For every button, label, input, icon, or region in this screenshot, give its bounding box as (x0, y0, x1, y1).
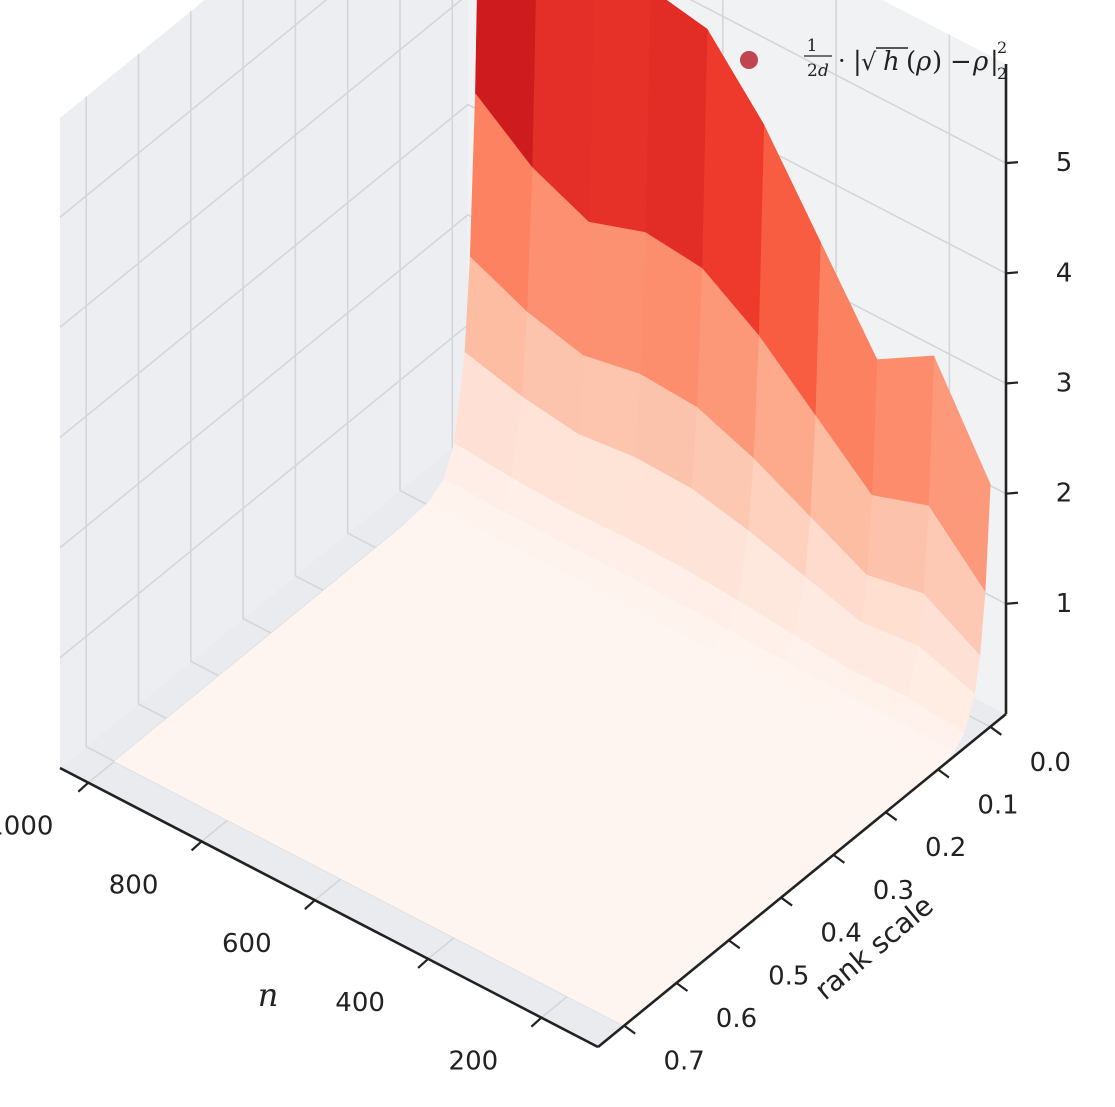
surface-cell (871, 355, 935, 507)
surface-cell (644, 0, 708, 269)
svg-text:1: 1 (807, 36, 818, 56)
n-tick-label: 800 (109, 870, 159, 900)
rank-tick-label: 0.3 (873, 876, 914, 906)
z-tick (1005, 161, 1019, 165)
n-tick (190, 840, 203, 852)
n-tick (304, 899, 316, 910)
svg-text:2: 2 (997, 64, 1007, 83)
n-tick (77, 781, 90, 793)
svg-text:|: | (990, 47, 999, 77)
svg-text:ρ: ρ (972, 47, 989, 77)
n-tick-label: 400 (335, 988, 385, 1018)
n-axis-label: n (258, 976, 279, 1014)
rank-tick-label: 0.6 (716, 1004, 757, 1034)
svg-text:−: − (950, 47, 972, 77)
rank-tick (885, 811, 898, 822)
svg-text:|: | (853, 47, 862, 77)
z-tick (1005, 491, 1019, 495)
rank-tick-label: 0.0 (1030, 748, 1071, 778)
n-tick-label: 200 (449, 1047, 499, 1077)
svg-text:h: h (883, 47, 900, 77)
rank-tick-label: 0.5 (768, 961, 809, 991)
surface (113, 0, 991, 1027)
grid-line-z (59, 0, 1007, 218)
rank-tick-label: 0.1 (977, 791, 1018, 821)
n-tick-label: 1000 (0, 812, 53, 842)
z-tick-label: 2 (1056, 479, 1073, 509)
legend-marker (740, 51, 758, 69)
z-tick-label: 1 (1056, 589, 1073, 619)
n-tick (530, 1016, 543, 1028)
z-tick-label: 3 (1056, 368, 1073, 398)
svg-text:2: 2 (997, 38, 1007, 57)
rank-tick-label: 0.7 (663, 1047, 704, 1077)
rank-tick (780, 896, 793, 907)
rank-tick (623, 1024, 636, 1035)
surface-cell (583, 221, 646, 375)
rank-tick-label: 0.2 (925, 833, 966, 863)
grid-line-z (59, 0, 1007, 328)
surface-cell (588, 0, 651, 233)
svg-text:ρ: ρ (915, 47, 932, 77)
rank-tick (832, 853, 846, 864)
n-tick (417, 958, 429, 969)
z-tick (1005, 271, 1019, 275)
svg-text:): ) (932, 47, 942, 77)
svg-text:(: ( (906, 47, 916, 77)
rank-tick (728, 939, 741, 950)
surface-cell (113, 718, 224, 792)
z-tick (1005, 601, 1019, 605)
rank-tick (675, 982, 689, 992)
svg-text:d: d (818, 61, 829, 81)
z-tick-label: 5 (1056, 148, 1073, 178)
legend-label: 1 2 d · | √ h ( ρ ) − ρ | 2 2 (804, 36, 1007, 83)
z-tick (1005, 381, 1019, 385)
legend: 1 2 d · | √ h ( ρ ) − ρ | 2 2 (740, 36, 1007, 83)
rank-tick (937, 768, 950, 779)
rank-tick-label: 0.4 (820, 919, 861, 949)
back-pane-left (60, 0, 468, 768)
z-tick-label: 4 (1056, 258, 1073, 288)
n-axis-line (59, 766, 599, 1049)
n-tick-label: 600 (222, 929, 272, 959)
svg-text:√: √ (861, 48, 877, 76)
rank-tick (989, 725, 1002, 736)
svg-text:2: 2 (807, 61, 818, 81)
tick-labels: 200 400 600 800 1000 0.0 0.1 0.2 0.3 0.4 0.5 0.6 0.7… (0, 148, 1072, 1077)
svg-text:·: · (838, 47, 846, 75)
